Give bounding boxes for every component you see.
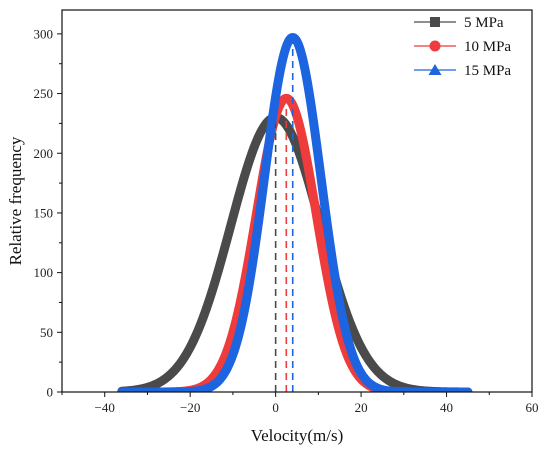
legend-circle-marker [429,40,441,52]
y-tick-label: 100 [34,265,54,280]
x-axis-title: Velocity(m/s) [251,426,344,445]
x-tick-label: −40 [95,400,115,415]
axes-layer: −40 −20 0 20 40 60 0 50 100 150 200 250 300 [34,26,539,415]
plot-layer [117,32,473,392]
legend-label: 10 MPa [464,39,511,55]
y-tick-label: 250 [34,86,54,101]
y-tick-label: 150 [34,205,54,220]
x-tick-label: 60 [526,400,539,415]
y-tick-label: 50 [40,325,53,340]
x-tick-label: 40 [440,400,453,415]
x-tick-label: 20 [355,400,368,415]
series-3 [117,32,473,392]
plot-frame [61,9,533,393]
y-axis-title: Relative frequency [6,136,25,265]
legend-label: 15 MPa [464,63,511,79]
y-tick-label: 200 [34,146,54,161]
y-tick-label: 300 [34,26,54,41]
legend: 5 MPa 10 MPa 15 MPa [414,15,511,79]
legend-label: 5 MPa [464,15,504,31]
y-tick-label: 0 [47,385,54,400]
series-line-1 [117,112,473,392]
legend-square-marker [430,17,440,27]
series-line-3 [117,32,473,392]
x-tick-label: −20 [180,400,200,415]
series-1 [117,112,473,392]
x-tick-label: 0 [272,400,279,415]
legend-item-2: 10 MPa [414,39,511,55]
legend-item-1: 5 MPa [414,15,504,31]
legend-triangle-marker [428,64,442,75]
legend-item-3: 15 MPa [414,63,511,79]
